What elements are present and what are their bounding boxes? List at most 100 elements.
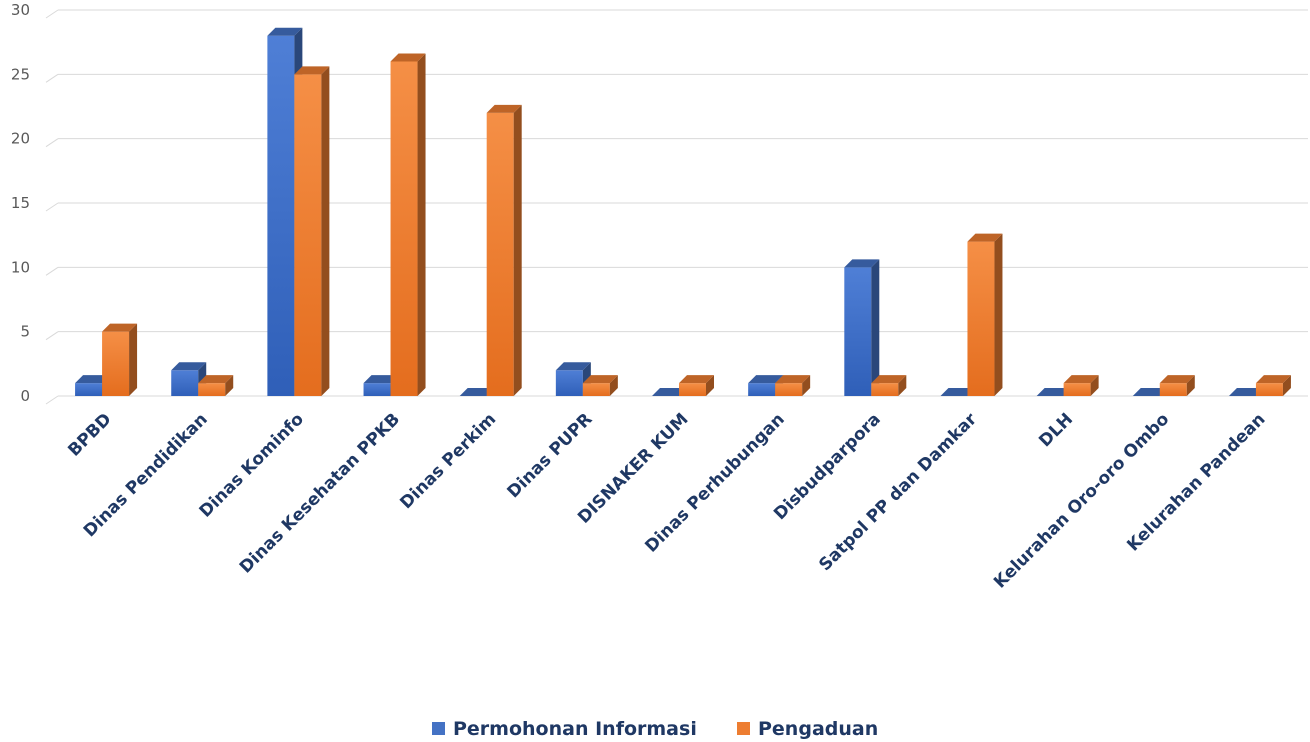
bar-pengaduan xyxy=(294,66,330,396)
bar-top xyxy=(198,375,234,384)
bar-pengaduan xyxy=(679,375,714,396)
legend-swatch xyxy=(432,722,445,735)
bar-pengaduan xyxy=(967,233,1003,396)
bar-front xyxy=(486,112,514,396)
bar-pengaduan xyxy=(1063,375,1099,396)
bar-pengaduan xyxy=(1159,375,1195,396)
x-tick-label: Kelurahan Oro-oro Ombo xyxy=(990,409,1173,592)
bar-permohonan xyxy=(844,259,880,396)
bar-front xyxy=(198,383,226,396)
bar-front xyxy=(1159,383,1187,396)
bar-side xyxy=(898,375,907,396)
bar-top xyxy=(748,375,784,384)
x-tick-label: Dinas Kesehatan PPKB xyxy=(236,409,404,577)
bar-top xyxy=(486,104,522,113)
legend-item: Permohonan Informasi xyxy=(432,718,697,740)
bar-top xyxy=(1159,375,1195,384)
y-tick-label: 20 xyxy=(11,130,30,148)
bar-front xyxy=(679,383,706,396)
bar-front xyxy=(390,61,418,396)
bar-top xyxy=(390,53,426,62)
bar-side xyxy=(129,323,138,396)
bar-side xyxy=(871,259,880,396)
bar-top xyxy=(555,362,591,371)
x-tick-label: Satpol PP dan Damkar xyxy=(815,409,981,575)
bar-top xyxy=(102,323,138,332)
bar-top xyxy=(363,375,399,384)
legend-item: Pengaduan xyxy=(737,718,878,740)
bar-top xyxy=(1132,388,1168,396)
bars xyxy=(75,27,1291,396)
bar-front xyxy=(555,370,583,396)
bar-top xyxy=(775,375,811,384)
bar-top xyxy=(871,375,907,384)
bar-front xyxy=(267,35,295,396)
legend-swatch xyxy=(737,722,750,735)
bar-pengaduan xyxy=(390,53,426,396)
bar-top xyxy=(1255,375,1291,384)
bar-top xyxy=(1036,388,1072,396)
bar-side xyxy=(706,375,714,396)
bar-permohonan xyxy=(459,388,495,396)
bar-front xyxy=(775,383,803,396)
bar-front xyxy=(171,370,199,396)
bar-top xyxy=(459,388,495,396)
bar-permohonan xyxy=(1132,388,1168,396)
bar-permohonan xyxy=(1036,388,1072,396)
bar-side xyxy=(417,53,426,396)
x-tick-label: Dinas Perkim xyxy=(396,409,500,513)
bar-pengaduan xyxy=(582,375,618,396)
bar-side xyxy=(513,104,522,396)
bar-top xyxy=(1063,375,1099,384)
bar-pengaduan xyxy=(871,375,907,396)
y-axis: 0 5 10 15 20 25 30 xyxy=(11,1,30,405)
bar-side xyxy=(1090,375,1099,396)
bar-top xyxy=(267,27,303,36)
bar-top xyxy=(967,233,1003,242)
bar-top xyxy=(294,66,330,75)
bar-side xyxy=(609,375,618,396)
x-tick-label: Disbudparpora xyxy=(770,409,885,524)
bar-front xyxy=(967,241,995,396)
y-tick-label: 5 xyxy=(20,323,30,341)
bar-front xyxy=(871,383,899,396)
bar-side xyxy=(994,233,1003,396)
x-tick-label: BPBD xyxy=(64,409,115,460)
y-tick-label: 15 xyxy=(11,194,30,212)
bar-top xyxy=(844,259,880,268)
bar-pengaduan xyxy=(102,323,138,396)
y-tick-label: 25 xyxy=(11,65,30,83)
bar-front xyxy=(102,331,130,396)
bar-front xyxy=(1063,383,1091,396)
gridline-depth xyxy=(45,331,59,341)
bar-top xyxy=(940,388,976,396)
gridline-depth xyxy=(45,395,59,405)
bar-front xyxy=(582,383,610,396)
bar-pengaduan xyxy=(775,375,811,396)
gridline-depth xyxy=(45,202,59,212)
y-tick-label: 10 xyxy=(11,258,30,276)
bar-pengaduan xyxy=(1255,375,1291,396)
gridline-depth xyxy=(45,73,59,83)
bar-side xyxy=(225,375,234,396)
bar-permohonan xyxy=(555,362,591,396)
bar-top xyxy=(652,388,687,396)
bar-side xyxy=(1186,375,1195,396)
bar-front xyxy=(363,383,391,396)
gridline-depth xyxy=(45,138,59,148)
legend-label: Permohonan Informasi xyxy=(453,718,697,740)
bar-top xyxy=(75,375,111,384)
bar-side xyxy=(802,375,811,396)
bar-pengaduan xyxy=(198,375,234,396)
x-tick-label: Dinas Kominfo xyxy=(196,409,308,521)
gridlines xyxy=(45,9,1308,405)
legend-label: Pengaduan xyxy=(758,718,878,740)
bar-permohonan xyxy=(940,388,976,396)
bar-permohonan xyxy=(1228,388,1264,396)
bar-permohonan xyxy=(652,388,687,396)
legend: Permohonan Informasi Pengaduan xyxy=(432,718,878,740)
bar-front xyxy=(748,383,776,396)
